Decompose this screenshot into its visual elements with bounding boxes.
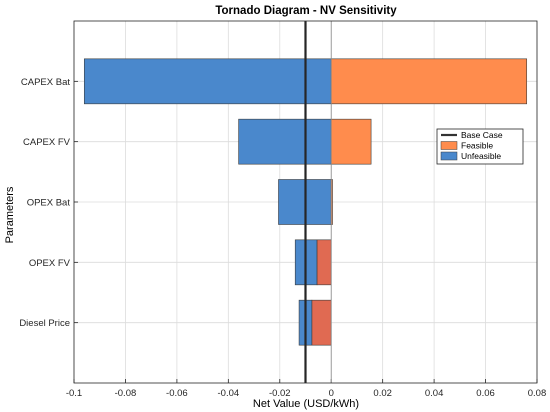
x-tick-labels: -0.1 -0.08 -0.06 -0.04 -0.02 0 0.02 0.04 0.06 0.0… <box>66 388 546 399</box>
x-tick-label: 0.08 <box>528 388 547 399</box>
bar-segment <box>83 58 332 105</box>
legend-patch-swatch <box>440 151 458 161</box>
bar-segment <box>311 299 332 346</box>
legend-label: Unfeasible <box>461 151 501 161</box>
x-tick-label: -0.06 <box>166 388 188 399</box>
bar-segment <box>330 118 372 165</box>
bar-segment <box>330 58 528 105</box>
x-tick-label: 0.06 <box>476 388 495 399</box>
y-axis-label: Parameters <box>4 186 16 243</box>
x-axis-label: Net Value (USD/kWh) <box>253 398 359 410</box>
legend-patch-swatch <box>440 141 458 150</box>
x-tick-label: 0 <box>329 388 334 399</box>
x-tick-label: -0.04 <box>218 388 240 399</box>
plot-area <box>73 20 538 384</box>
y-tick-label: CAPEX FV <box>23 137 71 148</box>
x-tick-label: -0.1 <box>66 388 82 399</box>
chart-title: Tornado Diagram - NV Sensitivity <box>215 5 397 17</box>
bars <box>83 58 528 346</box>
y-tick-labels: CAPEX Bat CAPEX FV OPEX Bat OPEX FV Diesel P… <box>19 77 70 329</box>
y-tick-label: Diesel Price <box>19 318 70 329</box>
x-tick-label: 0.04 <box>425 388 444 399</box>
x-tick-label: 0.02 <box>373 388 392 399</box>
legend-label: Base Case <box>461 130 503 140</box>
y-tick-label: CAPEX Bat <box>21 77 70 88</box>
legend-label: Feasible <box>461 141 493 151</box>
bar-segment <box>316 239 332 286</box>
x-tick-label: -0.02 <box>269 388 291 399</box>
y-tick-label: OPEX Bat <box>27 198 71 209</box>
plot-frame <box>73 20 538 384</box>
bar-segment <box>238 118 332 165</box>
x-tick-label: -0.08 <box>115 388 137 399</box>
y-tick-label: OPEX FV <box>29 258 71 269</box>
